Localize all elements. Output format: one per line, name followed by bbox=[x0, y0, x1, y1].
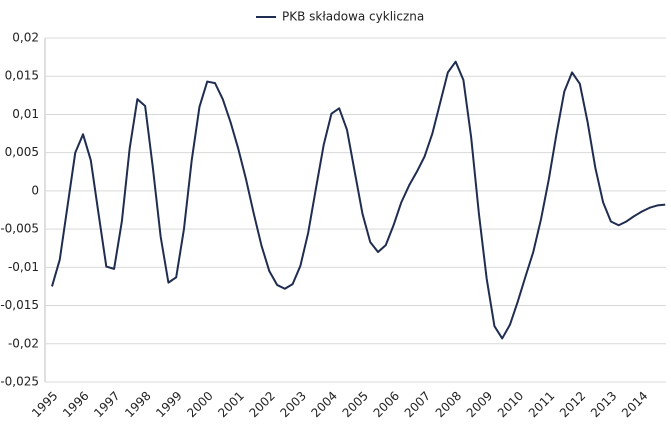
x-tick-label: 2003 bbox=[277, 389, 308, 420]
y-tick-label: 0 bbox=[31, 183, 39, 197]
y-tick-label: 0,015 bbox=[5, 69, 39, 83]
y-tick-label: 0,01 bbox=[12, 107, 39, 121]
x-tick-label: 1996 bbox=[60, 389, 91, 420]
x-tick-label: 2011 bbox=[526, 389, 557, 420]
y-tick-label: -0,025 bbox=[0, 375, 39, 389]
y-tick-label: 0,02 bbox=[12, 31, 39, 45]
data-line bbox=[51, 60, 666, 340]
x-tick-label: 2013 bbox=[588, 389, 619, 420]
x-tick-label: 2006 bbox=[371, 389, 402, 420]
y-tick-label: -0,02 bbox=[8, 336, 39, 350]
y-tick-label: 0,005 bbox=[5, 145, 39, 159]
x-tick-label: 2000 bbox=[184, 389, 215, 420]
x-tick-label: 2014 bbox=[619, 389, 650, 420]
x-tick-label: 2001 bbox=[215, 389, 246, 420]
x-tick-label: 1997 bbox=[91, 389, 122, 420]
y-tick-label: -0,015 bbox=[0, 298, 39, 312]
x-tick-label: 1995 bbox=[29, 389, 60, 420]
x-tick-label: 2010 bbox=[495, 389, 526, 420]
x-tick-label: 2007 bbox=[402, 389, 433, 420]
x-tick-label: 1999 bbox=[153, 389, 184, 420]
y-tick-label: -0,005 bbox=[0, 222, 39, 236]
legend-label: PKB składowa cykliczna bbox=[282, 10, 424, 24]
x-tick-label: 2002 bbox=[246, 389, 277, 420]
x-tick-label: 2012 bbox=[557, 389, 588, 420]
x-tick-label: 1998 bbox=[122, 389, 153, 420]
y-tick-label: -0,01 bbox=[8, 260, 39, 274]
x-tick-label: 2008 bbox=[433, 389, 464, 420]
x-tick-label: 2005 bbox=[340, 389, 371, 420]
x-tick-label: 2009 bbox=[464, 389, 495, 420]
x-tick-label: 2004 bbox=[309, 389, 340, 420]
